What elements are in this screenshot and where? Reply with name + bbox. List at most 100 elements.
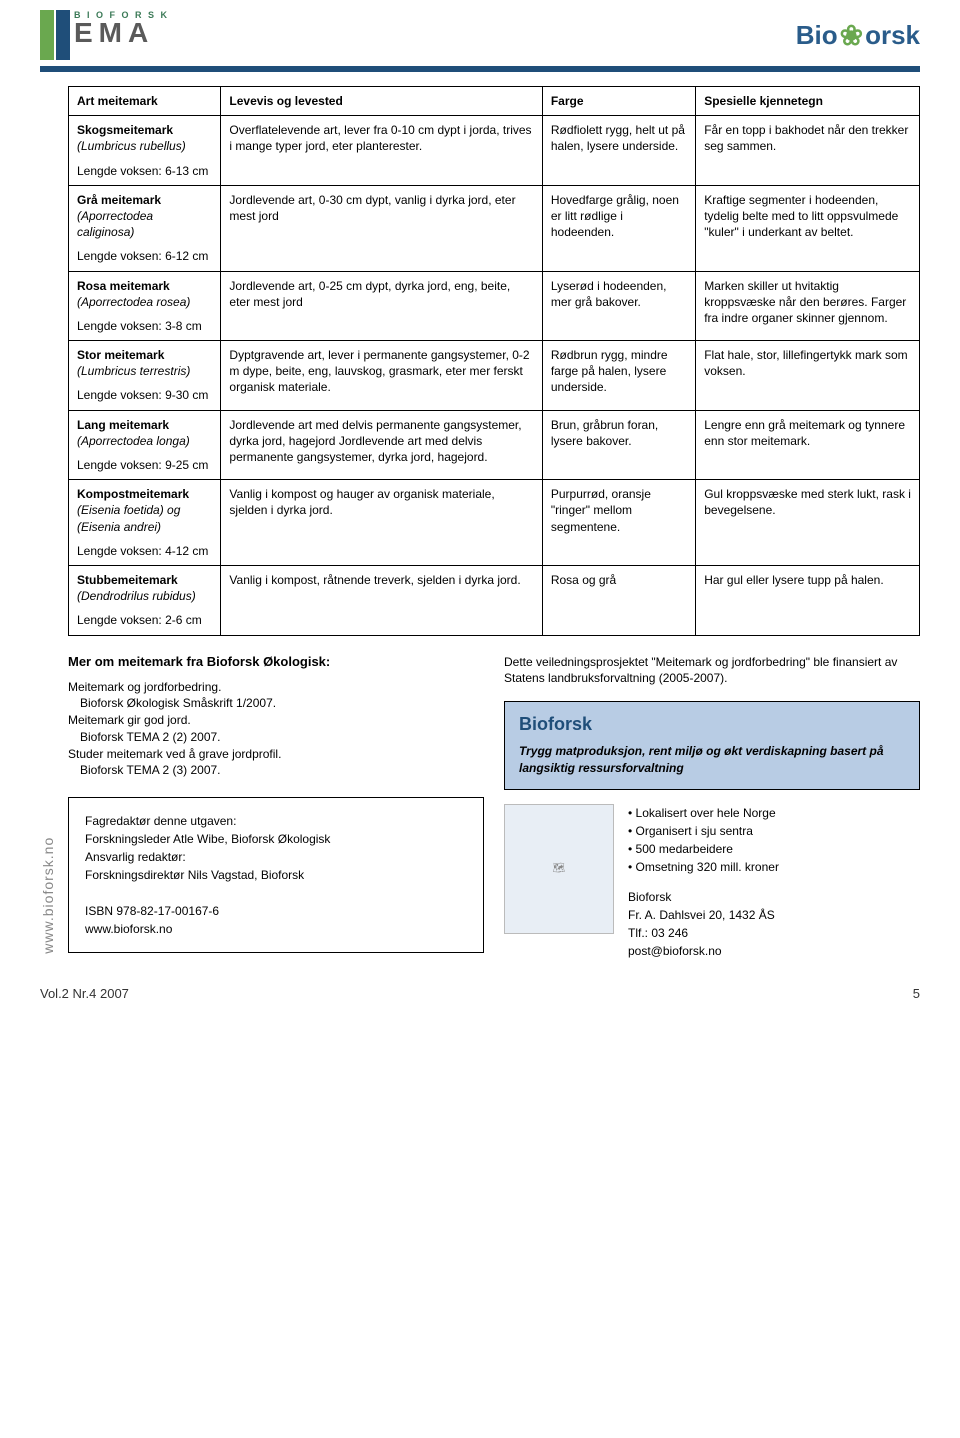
cell-color: Purpurrød, oransje "ringer" mellom segme… — [542, 480, 695, 566]
tema-logo: B I O F O R S K EMA — [40, 10, 169, 60]
species-table: Art meitemark Levevis og levested Farge … — [68, 86, 920, 636]
lower-left-col: Mer om meitemark fra Bioforsk Økologisk:… — [68, 654, 484, 960]
cell-color: Brun, gråbrun foran, lysere bakover. — [542, 410, 695, 480]
page-header: B I O F O R S K EMA Bio❀orsk — [0, 0, 960, 66]
fact-item: Lokalisert over hele Norge — [628, 804, 779, 822]
species-length: Lengde voksen: 6-12 cm — [77, 248, 212, 264]
bioforsk-logo-text-1: Bio — [796, 20, 838, 51]
editor-line: Ansvarlig redaktør: — [85, 848, 467, 866]
ref-line: Meitemark gir god jord. — [68, 713, 191, 727]
more-about-block: Mer om meitemark fra Bioforsk Økologisk:… — [68, 654, 484, 780]
logo-bar — [40, 10, 54, 60]
cell-habitat: Dyptgravende art, lever i permanente gan… — [221, 341, 542, 411]
cell-species: Stubbemeitemark(Dendrodrilus rubidus)Len… — [69, 565, 221, 635]
facts-text: Lokalisert over hele Norge Organisert i … — [628, 804, 779, 960]
editor-line: Fagredaktør denne utgaven: — [85, 812, 467, 830]
species-latin: (Dendrodrilus rubidus) — [77, 589, 196, 603]
species-name: Lang meitemark — [77, 418, 169, 432]
table-row: Skogsmeitemark (Lumbricus rubellus) Lengde… — [69, 116, 920, 186]
editor-line: Forskningsleder Atle Wibe, Bioforsk Økol… — [85, 830, 467, 848]
ref-line: Meitemark og jordforbedring. — [68, 680, 221, 694]
page-footer: Vol.2 Nr.4 2007 5 — [0, 960, 960, 1017]
project-intro: Dette veiledningsprosjektet "Meitemark o… — [504, 654, 920, 688]
cell-feature: Kraftige segmenter i hodeenden, tydelig … — [696, 185, 920, 271]
fact-item: Omsetning 320 mill. kroner — [628, 858, 779, 876]
species-latin: (Aporrectodea rosea) — [77, 295, 190, 309]
bioforsk-info-box: Bioforsk Trygg matproduksjon, rent miljø… — [504, 701, 920, 790]
species-name: Rosa meitemark — [77, 279, 170, 293]
species-length: Lengde voksen: 3-8 cm — [77, 318, 212, 334]
table-row: Grå meitemark (Aporrectodea caliginosa) Le… — [69, 185, 920, 271]
species-length: Lengde voksen: 6-13 cm — [77, 163, 212, 179]
species-name: Grå meitemark — [77, 193, 161, 207]
species-name: Stor meitemark — [77, 348, 164, 362]
species-length: Lengde voksen: 9-25 cm — [77, 457, 212, 473]
more-about-body: Meitemark og jordforbedring. Bioforsk Øk… — [68, 679, 484, 780]
logo-bar — [56, 10, 70, 60]
bioforsk-logo-text-2: orsk — [865, 20, 920, 51]
page-content: www.bioforsk.no Art meitemark Levevis og… — [0, 86, 960, 960]
cell-species: Kompostmeitemark (Eisenia foetida) og (Ei… — [69, 480, 221, 566]
address-block: Bioforsk Fr. A. Dahlsvei 20, 1432 ÅS Tlf… — [628, 888, 779, 960]
species-latin: (Lumbricus rubellus) — [77, 139, 186, 153]
table-row: Stor meitemark (Lumbricus terrestris) Leng… — [69, 341, 920, 411]
footer-page-number: 5 — [913, 986, 920, 1001]
species-name: Stubbemeitemark — [77, 573, 178, 587]
address-line: Tlf.: 03 246 — [628, 924, 779, 942]
editor-url: www.bioforsk.no — [85, 920, 467, 938]
norway-map-icon: 🗺 — [504, 804, 614, 934]
address-line: Fr. A. Dahlsvei 20, 1432 ÅS — [628, 906, 779, 924]
cell-species: Skogsmeitemark (Lumbricus rubellus) Lengde… — [69, 116, 221, 186]
cell-color: Rødbrun rygg, mindre farge på halen, lys… — [542, 341, 695, 411]
editor-line: Forskningsdirektør Nils Vagstad, Biofors… — [85, 866, 467, 884]
lower-right-col: Dette veiledningsprosjektet "Meitemark o… — [504, 654, 920, 960]
bioforsk-facts: 🗺 Lokalisert over hele Norge Organisert … — [504, 804, 920, 960]
fact-item: Organisert i sju sentra — [628, 822, 779, 840]
bioforsk-logo: Bio❀orsk — [796, 19, 920, 52]
editor-isbn: ISBN 978-82-17-00167-6 — [85, 902, 467, 920]
cell-feature: Har gul eller lysere tupp på halen. — [696, 565, 920, 635]
cell-species: Lang meitemark (Aporrectodea longa) Lengde… — [69, 410, 221, 480]
cell-habitat: Vanlig i kompost, råtnende treverk, sjel… — [221, 565, 542, 635]
side-url: www.bioforsk.no — [40, 86, 56, 960]
cell-feature: Marken skiller ut hvitaktig kroppsvæske … — [696, 271, 920, 341]
ref-line-indent: Bioforsk TEMA 2 (3) 2007. — [68, 762, 484, 779]
th-color: Farge — [542, 87, 695, 116]
tema-logo-bars — [40, 10, 70, 60]
lower-section: Mer om meitemark fra Bioforsk Økologisk:… — [68, 654, 920, 960]
cell-species: Rosa meitemark (Aporrectodea rosea) Lengde… — [69, 271, 221, 341]
bioforsk-box-tagline: Trygg matproduksjon, rent miljø og økt v… — [519, 743, 905, 777]
species-latin: (Lumbricus terrestris) — [77, 364, 190, 378]
th-feature: Spesielle kjennetegn — [696, 87, 920, 116]
ref-line-indent: Bioforsk Økologisk Småskrift 1/2007. — [68, 695, 484, 712]
species-name: Skogsmeitemark — [77, 123, 173, 137]
editor-box: Fagredaktør denne utgaven: Forskningsled… — [68, 797, 484, 953]
ref-line: Studer meitemark ved å grave jordprofil. — [68, 747, 281, 761]
table-row: Kompostmeitemark (Eisenia foetida) og (Ei… — [69, 480, 920, 566]
header-rule — [40, 66, 920, 72]
species-length: Lengde voksen: 9-30 cm — [77, 387, 212, 403]
cell-feature: Får en topp i bakhodet når den trekker s… — [696, 116, 920, 186]
cell-habitat: Overflatelevende art, lever fra 0-10 cm … — [221, 116, 542, 186]
table-row: Rosa meitemark (Aporrectodea rosea) Lengde… — [69, 271, 920, 341]
cell-feature: Lengre enn grå meitemark og tynnere enn … — [696, 410, 920, 480]
species-latin: (Eisenia foetida) og (Eisenia andrei) — [77, 503, 180, 533]
th-species: Art meitemark — [69, 87, 221, 116]
tema-logo-text: B I O F O R S K EMA — [74, 10, 169, 49]
cell-color: Rødfiolett rygg, helt ut på halen, lyser… — [542, 116, 695, 186]
fact-item: 500 medarbeidere — [628, 840, 779, 858]
th-habitat: Levevis og levested — [221, 87, 542, 116]
cell-habitat: Jordlevende art med delvis permanente ga… — [221, 410, 542, 480]
ref-line-indent: Bioforsk TEMA 2 (2) 2007. — [68, 729, 484, 746]
species-length: Lengde voksen: 4-12 cm — [77, 543, 212, 559]
species-name: Kompostmeitemark — [77, 487, 189, 501]
address-line: post@bioforsk.no — [628, 942, 779, 960]
main-content: Art meitemark Levevis og levested Farge … — [68, 86, 920, 960]
cell-habitat: Jordlevende art, 0-30 cm dypt, vanlig i … — [221, 185, 542, 271]
species-latin: (Aporrectodea caliginosa) — [77, 209, 153, 239]
leaf-icon: ❀ — [840, 19, 863, 52]
tema-logo-big: EMA — [74, 17, 169, 49]
species-latin: (Aporrectodea longa) — [77, 434, 190, 448]
cell-color: Rosa og grå — [542, 565, 695, 635]
cell-species: Stor meitemark (Lumbricus terrestris) Leng… — [69, 341, 221, 411]
